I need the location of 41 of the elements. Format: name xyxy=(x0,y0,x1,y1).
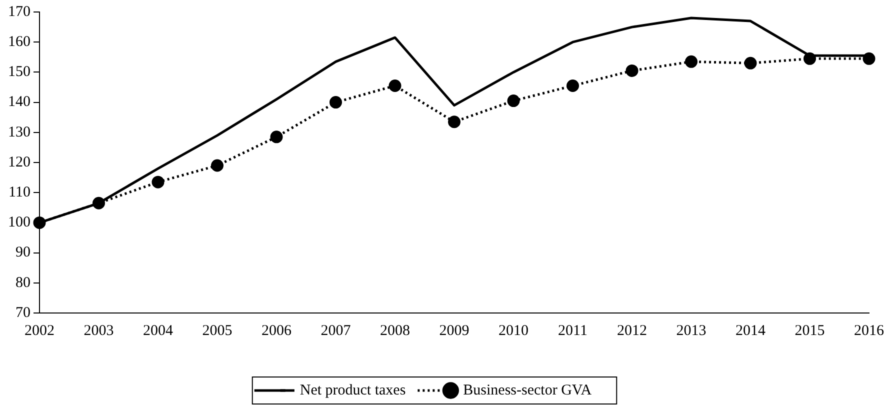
x-tick-label: 2003 xyxy=(84,322,114,339)
point xyxy=(152,176,164,188)
x-tick-label: 2016 xyxy=(854,322,884,339)
y-tick-label: 120 xyxy=(8,154,30,170)
y-tick-label: 160 xyxy=(8,34,30,50)
legend-label: Business-sector GVA xyxy=(463,382,592,398)
legend-label: Net product taxes xyxy=(300,382,406,398)
y-tick-label: 80 xyxy=(16,274,30,291)
point xyxy=(211,159,224,172)
x-tick-label: 2005 xyxy=(202,322,232,339)
y-tick-label: 100 xyxy=(8,214,30,231)
point xyxy=(33,216,46,229)
point xyxy=(862,52,876,65)
x-tick-label: 2007 xyxy=(320,322,352,339)
x-tick-label: 2008 xyxy=(380,322,410,339)
x-tick-label: 2006 xyxy=(262,322,292,339)
x-tick-label: 2011 xyxy=(558,322,588,339)
x-tick-label: 2009 xyxy=(439,322,470,339)
point xyxy=(566,79,579,92)
x-tick-label: 2014 xyxy=(736,322,766,339)
y-tick-label: 130 xyxy=(8,124,30,140)
x-tick-label: 2010 xyxy=(498,322,528,339)
point xyxy=(330,96,342,109)
y-tick-label: 170 xyxy=(8,4,30,20)
point xyxy=(507,94,520,108)
point xyxy=(448,116,460,128)
point xyxy=(270,130,283,144)
y-tick-label: 150 xyxy=(8,64,30,80)
y-tick-label: 90 xyxy=(16,244,30,261)
point xyxy=(744,56,757,70)
x-tick-label: 2002 xyxy=(24,322,54,339)
y-tick-label: 110 xyxy=(8,184,30,201)
y-tick-label: 70 xyxy=(16,304,30,321)
point xyxy=(626,64,638,77)
x-tick-label: 2012 xyxy=(617,322,647,339)
x-tick-label: 2004 xyxy=(143,322,174,339)
x-tick-label: 2013 xyxy=(676,322,706,339)
y-tick-label: 140 xyxy=(8,94,30,110)
point xyxy=(685,55,698,68)
point xyxy=(388,79,402,92)
x-tick-label: 2015 xyxy=(794,322,825,339)
